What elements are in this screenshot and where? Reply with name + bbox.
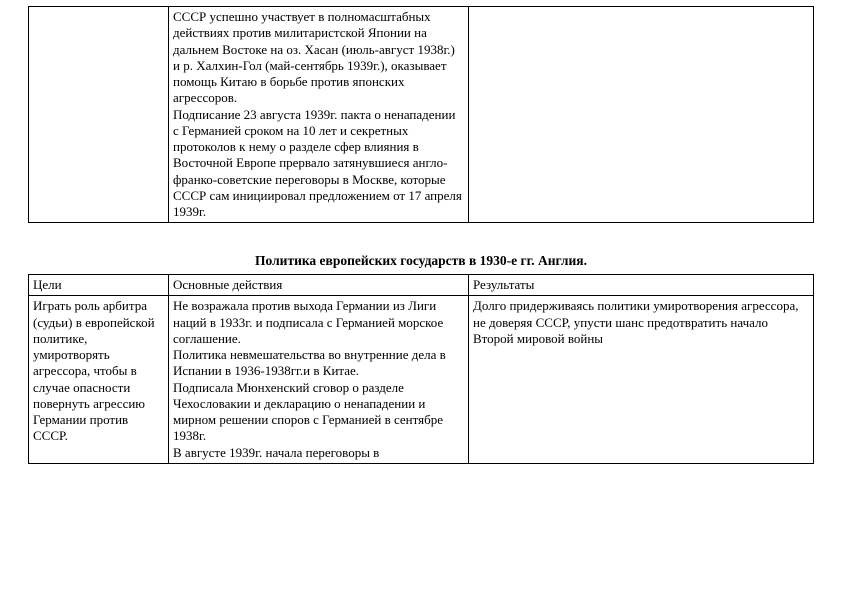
top-table: СССР успешно участвует в полномасштабных… [28,6,814,223]
cell-actions: Не возражала против выхода Германии из Л… [169,296,469,464]
bottom-table: Цели Основные действия Результаты Играть… [28,274,814,464]
table-row: СССР успешно участвует в полномасштабных… [29,7,814,223]
cell-results: Долго придерживаясь политики умиротворен… [469,296,814,464]
paragraph: В августе 1939г. начала переговоры в [173,445,464,461]
header-results: Результаты [469,275,814,296]
table-header-row: Цели Основные действия Результаты [29,275,814,296]
cell-results-empty [469,7,814,223]
section-title: Политика европейских государств в 1930-е… [28,253,814,270]
cell-goals-empty [29,7,169,223]
paragraph: Не возражала против выхода Германии из Л… [173,298,464,347]
table-row: Играть роль арбитра (судьи) в европейско… [29,296,814,464]
header-actions: Основные действия [169,275,469,296]
paragraph: СССР успешно участвует в полномасштабных… [173,9,464,107]
header-goals: Цели [29,275,169,296]
paragraph: Политика невмешательства во внутренние д… [173,347,464,380]
paragraph: Подписание 23 августа 1939г. пакта о нен… [173,107,464,221]
paragraph: Подписала Мюнхенский сговор о разделе Че… [173,380,464,445]
cell-goals: Играть роль арбитра (судьи) в европейско… [29,296,169,464]
page: СССР успешно участвует в полномасштабных… [0,0,842,464]
cell-actions: СССР успешно участвует в полномасштабных… [169,7,469,223]
